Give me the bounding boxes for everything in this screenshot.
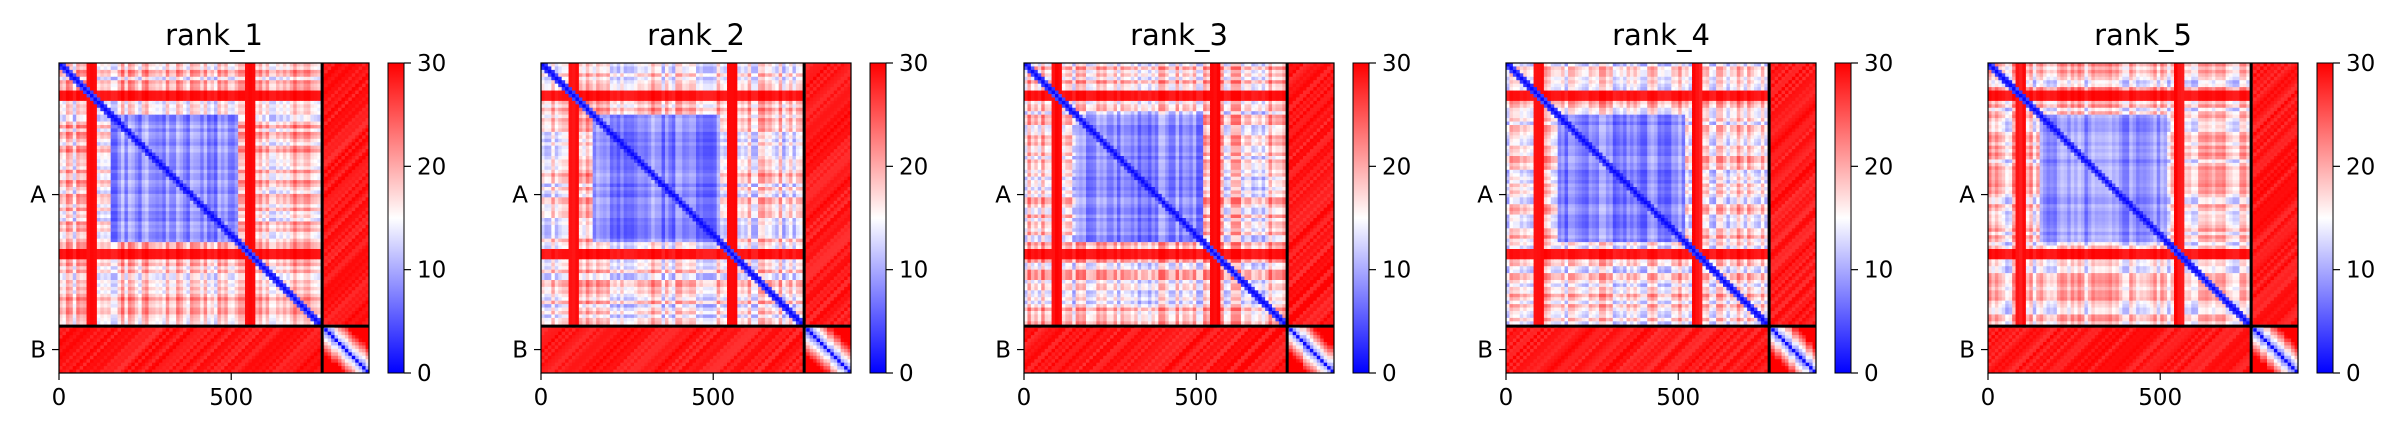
y-tick-label: A [995, 183, 1011, 209]
y-tick-label: A [1477, 183, 1493, 209]
chart-title: rank_2 [647, 18, 745, 52]
y-tick-label: A [30, 183, 46, 209]
y-tick-label: B [30, 338, 46, 364]
chart-title: rank_4 [1612, 18, 1710, 52]
colorbar-tick-label: 0 [1382, 361, 1397, 387]
x-tick-label: 0 [534, 385, 549, 411]
x-tick-label: 500 [691, 385, 735, 411]
colorbar [1835, 63, 1851, 373]
x-tick-label: 0 [1981, 385, 1996, 411]
colorbar-tick-label: 10 [899, 258, 928, 284]
colorbar-tick-label: 30 [899, 51, 928, 77]
x-tick-label: 500 [209, 385, 253, 411]
colorbar-tick-label: 20 [417, 154, 446, 180]
chart-title: rank_5 [2094, 18, 2192, 52]
colorbar-tick-label: 30 [1864, 51, 1893, 77]
chart-title: rank_1 [165, 18, 263, 52]
x-tick-label: 0 [1017, 385, 1032, 411]
x-tick-label: 500 [1656, 385, 1700, 411]
colorbar [2317, 63, 2333, 373]
y-tick-label: B [512, 338, 528, 364]
colorbar-tick-label: 10 [2346, 258, 2375, 284]
y-tick-label: A [512, 183, 528, 209]
colorbar-tick-label: 10 [417, 258, 446, 284]
colorbar [870, 63, 886, 373]
colorbar-tick-label: 30 [1382, 51, 1411, 77]
colorbar-tick-label: 20 [1382, 154, 1411, 180]
colorbar-tick-label: 10 [1382, 258, 1411, 284]
x-tick-label: 500 [2138, 385, 2182, 411]
chart-title: rank_3 [1130, 18, 1228, 52]
x-tick-label: 0 [1499, 385, 1514, 411]
x-tick-label: 500 [1174, 385, 1218, 411]
colorbar-tick-label: 30 [417, 51, 446, 77]
colorbar-tick-label: 20 [899, 154, 928, 180]
colorbar-tick-label: 0 [899, 361, 914, 387]
colorbar-tick-label: 30 [2346, 51, 2375, 77]
x-tick-label: 0 [52, 385, 67, 411]
y-tick-label: A [1959, 183, 1975, 209]
colorbar-tick-label: 0 [2346, 361, 2361, 387]
colorbar-tick-label: 0 [1864, 361, 1879, 387]
colorbar [1353, 63, 1369, 373]
colorbar-tick-label: 10 [1864, 258, 1893, 284]
colorbar-tick-label: 0 [417, 361, 432, 387]
colorbar-tick-label: 20 [1864, 154, 1893, 180]
colorbar [388, 63, 404, 373]
y-tick-label: B [995, 338, 1011, 364]
colorbar-tick-label: 20 [2346, 154, 2375, 180]
y-tick-label: B [1959, 338, 1975, 364]
y-tick-label: B [1477, 338, 1493, 364]
